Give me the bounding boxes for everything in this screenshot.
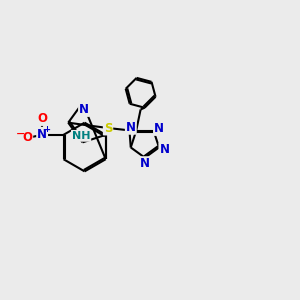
Text: O: O (37, 112, 47, 125)
Text: NH: NH (72, 131, 90, 141)
Text: +: + (44, 125, 50, 134)
Text: N: N (159, 143, 170, 156)
Text: −: − (15, 129, 25, 139)
Text: O: O (22, 131, 32, 144)
Text: N: N (154, 122, 164, 135)
Text: N: N (37, 128, 47, 141)
Text: N: N (79, 103, 89, 116)
Text: N: N (140, 157, 150, 170)
Text: N: N (126, 121, 136, 134)
Text: S: S (104, 122, 112, 134)
